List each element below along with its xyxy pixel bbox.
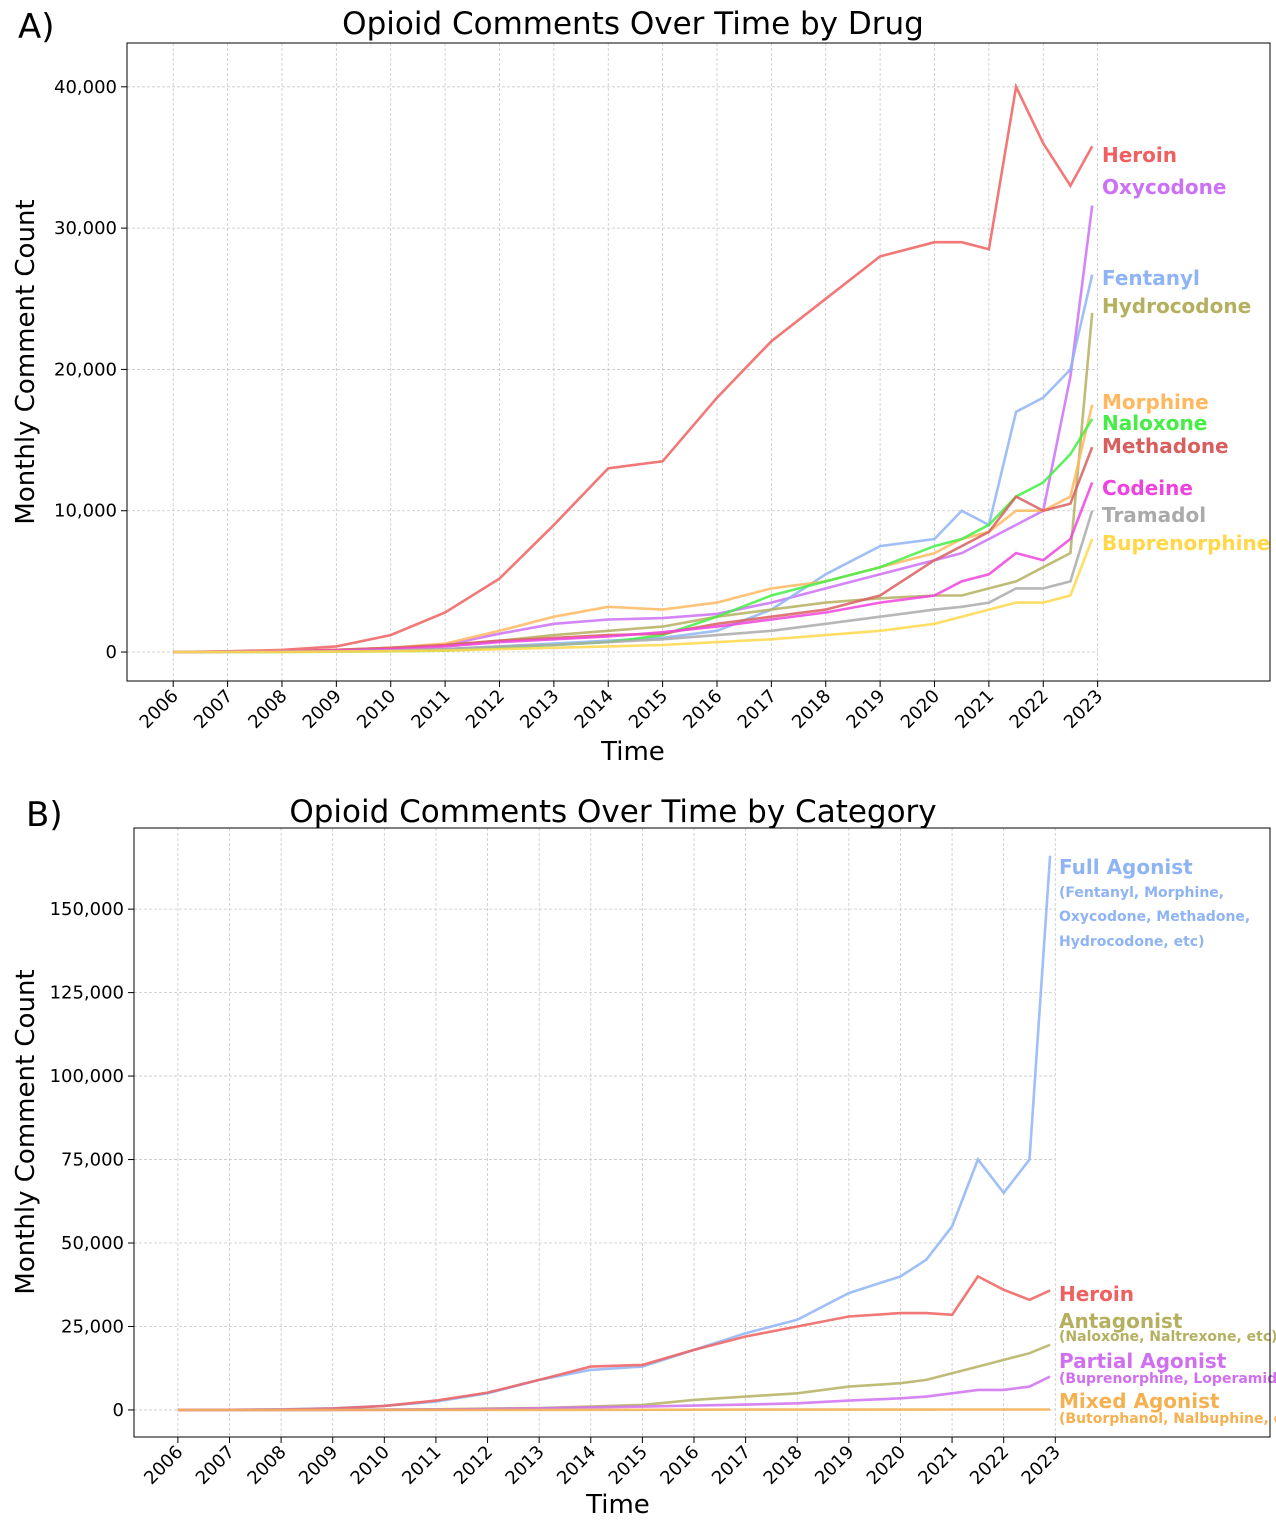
x-tick-label: 2006: [140, 1442, 187, 1489]
x-tick-label: 2013: [501, 1442, 548, 1489]
series-description: (Buprenorphine, Loperamide): [1059, 1371, 1276, 1387]
x-tick-label: 2011: [407, 686, 454, 733]
y-tick-label: 0: [113, 1400, 124, 1421]
series-line: [173, 510, 1094, 654]
y-tick-label: 20,000: [54, 359, 117, 380]
x-tick-label: 2022: [1006, 686, 1053, 733]
x-tick-label: 2010: [347, 1442, 394, 1489]
x-tick-label: 2018: [760, 1442, 807, 1489]
x-tick-label: 2019: [811, 1442, 858, 1489]
series-label: Hydrocodone: [1102, 294, 1251, 318]
series-line: [177, 1343, 1051, 1412]
x-tick-label: 2022: [966, 1442, 1013, 1489]
series-description: (Butorphanol, Nalbuphine, etc): [1059, 1411, 1276, 1427]
series-label: Naloxone: [1102, 411, 1207, 435]
x-axis-label: Time: [585, 1490, 650, 1520]
y-tick-label: 10,000: [54, 501, 117, 522]
y-axis-label: Monthly Comment Count: [11, 969, 41, 1294]
y-tick-label: 125,000: [50, 983, 124, 1004]
plot-frame: [133, 827, 1271, 1438]
panel-label: A): [18, 7, 55, 47]
chart-title: Opioid Comments Over Time by Category: [289, 794, 936, 830]
series-description: Hydrocodone, etc): [1059, 934, 1204, 950]
x-tick-label: 2017: [734, 686, 781, 733]
plot-frame: [126, 42, 1271, 682]
x-tick-label: 2016: [656, 1442, 703, 1489]
series-label: Heroin: [1059, 1282, 1134, 1306]
y-tick-label: 30,000: [54, 218, 117, 239]
x-tick-label: 2008: [243, 1442, 290, 1489]
x-tick-label: 2017: [708, 1442, 755, 1489]
series-label: Full Agonist: [1059, 855, 1193, 879]
series-line: [177, 1408, 1051, 1412]
series-description: (Naloxone, Naltrexone, etc): [1059, 1329, 1276, 1345]
series-label: Codeine: [1102, 476, 1193, 500]
series-line: [173, 82, 1094, 654]
series-label: Methadone: [1102, 434, 1229, 458]
x-tick-label: 2011: [398, 1442, 445, 1489]
series-line: [177, 1274, 1051, 1412]
series-line: [173, 538, 1094, 654]
series-label: Partial Agonist: [1059, 1349, 1227, 1373]
series-line: [173, 418, 1094, 654]
x-tick-label: 2006: [136, 686, 183, 733]
x-tick-label: 2014: [553, 1442, 600, 1489]
series-label: Fentanyl: [1102, 266, 1200, 290]
x-tick-label: 2012: [450, 1442, 497, 1489]
x-tick-label: 2013: [516, 686, 563, 733]
x-tick-label: 2021: [951, 686, 998, 733]
series-label: Heroin: [1102, 143, 1177, 167]
y-tick-label: 150,000: [50, 899, 124, 920]
series-line: [173, 404, 1094, 654]
x-tick-label: 2020: [897, 686, 944, 733]
y-tick-label: 100,000: [50, 1066, 124, 1087]
y-axis-label: Monthly Comment Count: [11, 199, 41, 524]
y-tick-label: 25,000: [61, 1316, 124, 1337]
series-description: Oxycodone, Methadone,: [1059, 909, 1250, 925]
x-tick-label: 2021: [914, 1442, 961, 1489]
x-tick-label: 2009: [299, 686, 346, 733]
x-tick-label: 2018: [788, 686, 835, 733]
x-tick-label: 2016: [679, 686, 726, 733]
series-label: Antagonist: [1059, 1309, 1183, 1333]
y-tick-label: 75,000: [61, 1150, 124, 1171]
x-tick-label: 2009: [295, 1442, 342, 1489]
series-line: [173, 312, 1094, 654]
series-label: Oxycodone: [1102, 175, 1226, 199]
series-line: [173, 482, 1094, 654]
x-tick-label: 2015: [625, 686, 672, 733]
x-tick-label: 2023: [1060, 686, 1107, 733]
series-label: Morphine: [1102, 390, 1209, 414]
series-label: Buprenorphine: [1102, 531, 1270, 555]
y-tick-label: 0: [106, 642, 117, 663]
series-description: (Fentanyl, Morphine,: [1059, 885, 1224, 901]
x-tick-label: 2019: [842, 686, 889, 733]
x-tick-label: 2010: [353, 686, 400, 733]
x-tick-label: 2012: [462, 686, 509, 733]
y-tick-label: 40,000: [54, 77, 117, 98]
x-axis-label: Time: [600, 737, 665, 767]
chart-title: Opioid Comments Over Time by Drug: [342, 6, 924, 42]
x-tick-label: 2023: [1018, 1442, 1065, 1489]
panel-label: B): [26, 795, 63, 835]
x-tick-label: 2007: [192, 1442, 239, 1489]
x-tick-label: 2008: [244, 686, 291, 733]
x-tick-label: 2020: [863, 1442, 910, 1489]
series-label: Mixed Agonist: [1059, 1389, 1220, 1413]
x-tick-label: 2014: [571, 686, 618, 733]
series-label: Tramadol: [1102, 503, 1206, 527]
x-tick-label: 2007: [190, 686, 237, 733]
x-tick-label: 2015: [605, 1442, 652, 1489]
y-tick-label: 50,000: [61, 1233, 124, 1254]
series-line: [173, 446, 1094, 654]
